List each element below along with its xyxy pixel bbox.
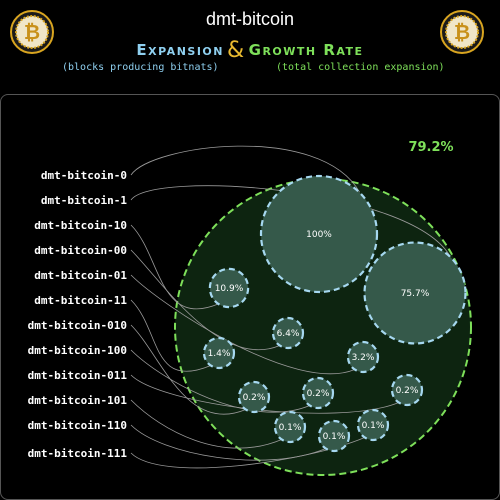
series-label-dmt-bitcoin-0: dmt-bitcoin-0 <box>41 169 127 182</box>
leader-line-dmt-bitcoin-101 <box>130 399 282 449</box>
bubble-dmt-bitcoin-111 <box>356 408 390 442</box>
leader-line-dmt-bitcoin-01 <box>130 274 355 375</box>
bubble-dmt-bitcoin-110 <box>317 419 351 453</box>
series-label-dmt-bitcoin-10: dmt-bitcoin-10 <box>34 219 127 232</box>
bubble-chart: 100% 75.7% 10.9% 6.4% 3.2% 1.4% 0.2% 0.2% 0.2% 0.… <box>28 140 472 476</box>
bubble-dmt-bitcoin-11 <box>202 336 236 370</box>
series-label-dmt-bitcoin-01: dmt-bitcoin-01 <box>34 269 127 282</box>
leader-line-dmt-bitcoin-100 <box>130 349 310 413</box>
bubble-value-dmt-bitcoin-110: 0.1% <box>323 432 346 442</box>
chart-panel: 100% 75.7% 10.9% 6.4% 3.2% 1.4% 0.2% 0.2% 0.2% 0.… <box>0 94 500 500</box>
leader-line-dmt-bitcoin-0 <box>130 145 360 193</box>
bubble-value-dmt-bitcoin-011: 0.2% <box>396 386 419 396</box>
bubble-dmt-bitcoin-010 <box>237 380 271 414</box>
bubble-dmt-bitcoin-10 <box>208 267 250 309</box>
bubble-value-dmt-bitcoin-11: 1.4% <box>208 349 231 359</box>
bubble-value-dmt-bitcoin-00: 6.4% <box>277 329 300 339</box>
series-label-dmt-bitcoin-111: dmt-bitcoin-111 <box>28 447 128 460</box>
series-label-dmt-bitcoin-101: dmt-bitcoin-101 <box>28 394 128 407</box>
bubble-dmt-bitcoin-100 <box>301 376 335 410</box>
chart-subtitle: Expansion & Growth Rate <box>0 36 500 63</box>
series-label-dmt-bitcoin-11: dmt-bitcoin-11 <box>34 294 127 307</box>
bubble-dmt-bitcoin-01 <box>346 340 380 374</box>
note-blocks: (blocks producing bitnats) <box>62 62 219 73</box>
bubble-dmt-bitcoin-00 <box>271 316 305 350</box>
subtitle-growth-rate: Growth Rate <box>248 41 364 59</box>
bubble-value-dmt-bitcoin-1: 75.7% <box>401 289 430 299</box>
header: ₿ dmt-bitcoin Expansion & Growth Rate (blo… <box>0 0 500 90</box>
leader-line-dmt-bitcoin-11 <box>130 299 211 372</box>
bubble-value-dmt-bitcoin-01: 3.2% <box>352 353 375 363</box>
total-expansion-label: 79.2% <box>408 140 453 155</box>
bubble-value-dmt-bitcoin-010: 0.2% <box>243 393 266 403</box>
bubble-dmt-bitcoin-1 <box>363 241 467 345</box>
series-label-dmt-bitcoin-010: dmt-bitcoin-010 <box>28 319 127 332</box>
note-collection: (total collection expansion) <box>276 62 445 73</box>
bubble-value-dmt-bitcoin-10: 10.9% <box>215 284 244 294</box>
bitcoin-coin-icon: ₿ <box>440 10 484 54</box>
page-title: dmt-bitcoin <box>205 9 295 29</box>
series-label-dmt-bitcoin-011: dmt-bitcoin-011 <box>28 369 128 382</box>
bubble-value-dmt-bitcoin-101: 0.1% <box>279 423 302 433</box>
leader-line-dmt-bitcoin-00 <box>130 249 280 351</box>
series-label-dmt-bitcoin-00: dmt-bitcoin-00 <box>34 244 127 257</box>
bubble-value-dmt-bitcoin-100: 0.2% <box>307 389 330 399</box>
bubble-dmt-bitcoin-011 <box>390 373 424 407</box>
bubble-dmt-bitcoin-101 <box>273 410 307 444</box>
subtitle-expansion: Expansion <box>136 41 224 59</box>
series-label-dmt-bitcoin-110: dmt-bitcoin-110 <box>28 419 127 432</box>
series-label-dmt-bitcoin-1: dmt-bitcoin-1 <box>41 194 127 207</box>
leader-line-dmt-bitcoin-10 <box>130 224 219 310</box>
bubble-dmt-bitcoin-0 <box>259 174 379 294</box>
leader-line-dmt-bitcoin-010 <box>130 324 246 415</box>
bitcoin-symbol: ₿ <box>454 20 470 44</box>
bitcoin-coin-icon: ₿ <box>10 10 54 54</box>
bitcoin-symbol: ₿ <box>24 20 40 44</box>
series-label-dmt-bitcoin-100: dmt-bitcoin-100 <box>28 344 127 357</box>
bubble-value-dmt-bitcoin-0: 100% <box>306 230 332 240</box>
subtitle-ampersand: & <box>226 38 246 63</box>
bubble-value-dmt-bitcoin-111: 0.1% <box>362 421 385 431</box>
